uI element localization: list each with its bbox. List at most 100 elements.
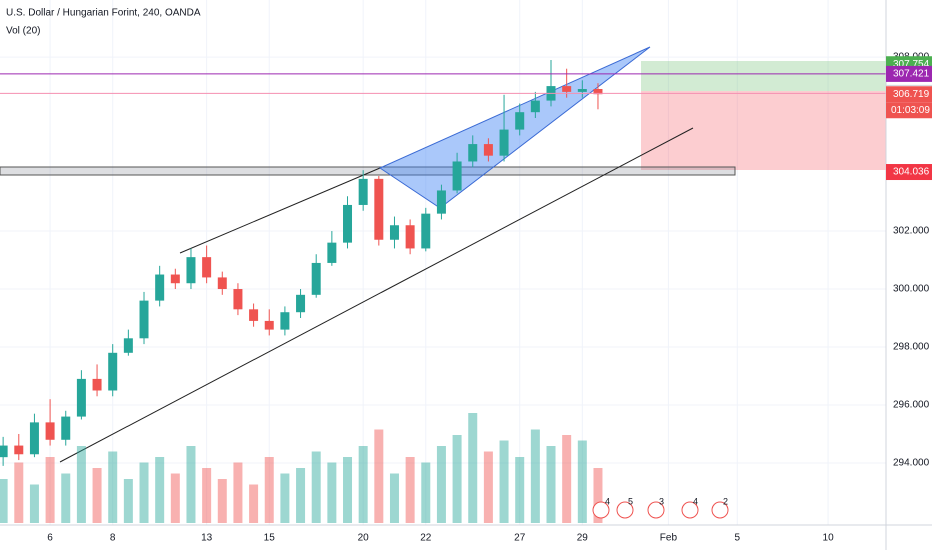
candle-body [170,274,180,284]
volume-bar [468,413,478,523]
y-tick-label: 302.000 [893,226,930,237]
volume-bar [343,457,353,523]
candles [0,60,603,466]
volume-bar [155,457,165,523]
candle-body [186,257,196,284]
candle-body [405,225,415,249]
profit-zone [641,61,886,91]
candle-body [155,274,165,301]
price-label: 307.754 [893,59,930,70]
event-count: 4 [693,496,698,506]
candle-body [483,144,493,156]
x-tick-label: 5 [735,533,741,544]
volume-bar [452,435,462,523]
event-count: 4 [605,496,610,506]
countdown: 01:03:09 [891,105,930,116]
indicator-label: Vol (20) [6,26,40,37]
y-tick-label: 298.000 [893,342,930,353]
candle-body [562,86,572,92]
candle-body [249,309,259,321]
candle-body [76,378,86,417]
volume-bar [170,473,180,523]
x-tick-label: 8 [110,533,116,544]
candle-body [139,300,149,339]
trend-line [179,167,381,254]
candle-body [14,445,24,455]
event-count: 5 [628,496,633,506]
event-icon [616,501,634,519]
volume-bar [76,446,86,523]
trend-line [59,127,694,463]
event-count: 3 [659,496,664,506]
volume-bar [421,462,431,523]
candle-body [108,352,118,391]
x-tick-label: 6 [47,533,53,544]
candle-body [92,378,102,391]
volume-bar [577,440,587,523]
candle-body [343,204,353,243]
candle-body [530,100,540,113]
volume-bar [436,446,446,523]
event-icon [681,501,699,519]
volume-bar [249,484,259,523]
candle-body [0,445,8,458]
candle-body [436,190,446,214]
loss-zone [641,91,886,170]
volume-bar [45,457,55,523]
volume-bar [296,468,306,523]
volume-bar [546,446,556,523]
candle-body [327,242,337,263]
candle-body [468,144,478,162]
candle-body [421,213,431,249]
candle-body [202,257,212,278]
volume-bar [405,457,415,523]
volume-bar [217,479,227,523]
countdown-box [886,102,932,119]
volume-bar [61,473,71,523]
price-label-box [886,65,932,82]
volume-bar [515,457,525,523]
volume-bar [202,468,212,523]
x-tick-label: 15 [264,533,276,544]
candle-body [311,262,321,295]
volume-bar [530,429,540,523]
volume-pane [0,413,603,523]
x-tick-label: 20 [358,533,370,544]
events: 4 5 3 4 2 [592,496,729,519]
candle-body [389,225,399,240]
support-zone [0,166,736,176]
candle-body [296,294,306,313]
x-tick-label: 10 [823,533,835,544]
x-tick-label: Feb [660,533,678,544]
volume-bar [14,462,24,523]
volume-bar [483,451,493,523]
price-label-box [886,164,932,181]
candle-body [45,422,55,440]
y-tick-label: 296.000 [893,400,930,411]
grid [0,0,886,525]
event-icon [711,501,729,519]
x-tick-label: 27 [514,533,526,544]
candle-body [217,277,227,290]
x-tick-label: 29 [577,533,589,544]
volume-bar [389,473,399,523]
candle-body [29,422,39,455]
volume-bar [327,462,337,523]
volume-bar [0,479,8,523]
volume-bar [499,440,509,523]
volume-bar [593,468,603,523]
volume-bar [92,468,102,523]
candle-body [374,178,384,240]
candle-body [577,88,587,92]
x-tick-label: 22 [420,533,432,544]
event-icon [592,501,610,519]
volume-bar [233,462,243,523]
volume-bar [374,429,384,523]
price-label: 307.421 [893,69,930,80]
volume-bar [108,451,118,523]
candle-body [233,289,243,310]
volume-bar [358,446,368,523]
candle-body [452,161,462,191]
event-count: 2 [723,496,728,506]
